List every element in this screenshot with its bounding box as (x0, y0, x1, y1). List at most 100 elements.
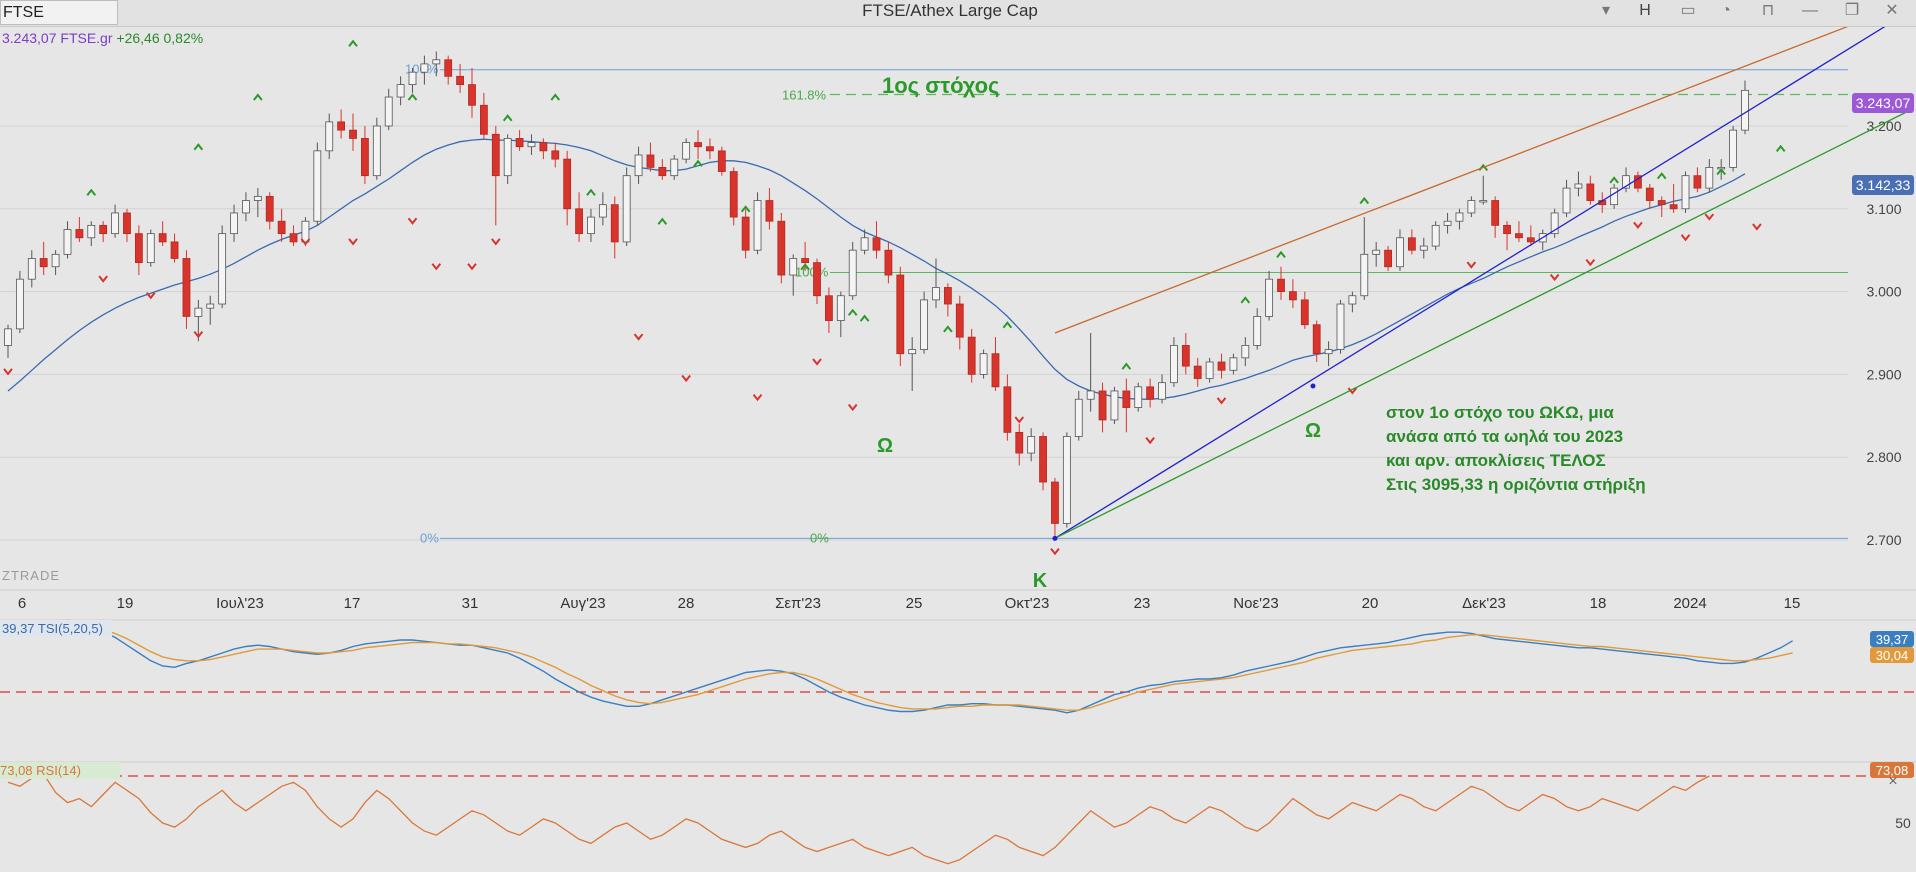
candle (1134, 382, 1143, 412)
x-tick-label: 15 (1784, 595, 1801, 612)
candle-body (1384, 249, 1392, 268)
candle-body (610, 204, 619, 243)
candle (63, 221, 72, 259)
candle-body (1515, 233, 1523, 239)
candle (1407, 229, 1416, 255)
candle-body (253, 195, 262, 201)
candle (729, 167, 738, 226)
candle-body (51, 253, 60, 268)
candle (337, 109, 346, 139)
candle-body (1217, 361, 1226, 371)
candle (408, 68, 417, 93)
candle (1645, 183, 1654, 209)
candle (1110, 386, 1119, 425)
candle (658, 159, 667, 180)
y-tick-label: 3.100 (1866, 201, 1901, 217)
candle (753, 192, 762, 255)
x-tick-label: 19 (117, 595, 134, 612)
candle (1348, 291, 1357, 313)
candle-body (634, 154, 643, 177)
candle-body (111, 212, 119, 235)
candle-body (563, 158, 572, 210)
candle-body (1074, 398, 1083, 437)
candle-body (1312, 324, 1321, 355)
fib-161-label: 161.8% (782, 88, 827, 103)
rsi-label: 73,08 RSI(14) (0, 763, 81, 778)
candle-body (242, 200, 250, 214)
candle (1705, 159, 1714, 193)
candle-body (1027, 436, 1036, 454)
candle-body (1324, 349, 1333, 355)
x-tick-label: 18 (1590, 595, 1607, 612)
signal-up-arrow (1656, 172, 1667, 180)
x-tick-label: 23 (1134, 595, 1151, 612)
note-line: Στις 3095,33 η οριζόντια στήριξη (1386, 475, 1646, 494)
signal-down-arrow (1549, 273, 1560, 282)
signal-up-arrow (1240, 296, 1251, 304)
candle (99, 221, 108, 242)
note-line: και αρν. αποκλίσεις ΤΕΛΟΣ (1386, 451, 1606, 470)
candle-body (1253, 316, 1262, 346)
x-tick-label: 31 (462, 595, 479, 612)
chevron-down-icon[interactable]: ▾ (1601, 2, 1611, 19)
close-icon[interactable]: ✕ (1885, 2, 1899, 19)
candle-body (920, 299, 928, 350)
candle (955, 295, 964, 350)
x-tick-label: Ιουλ'23 (216, 595, 264, 612)
candle (765, 188, 774, 230)
candle (575, 192, 583, 242)
candle (75, 217, 84, 242)
candle (1003, 374, 1012, 441)
candle (1098, 382, 1107, 433)
lock-icon[interactable]: ⊓ (1761, 2, 1775, 19)
candle-body (943, 287, 952, 305)
symbol-input[interactable]: FTSE (0, 0, 118, 25)
candle (1312, 320, 1321, 362)
candle (1491, 196, 1500, 238)
candle (218, 225, 227, 309)
candle-body (836, 295, 845, 321)
candle-body (1265, 278, 1274, 317)
candle (1526, 225, 1535, 247)
candle (396, 76, 405, 106)
candle-body (170, 241, 179, 259)
candle (456, 63, 464, 93)
candle-body (1574, 183, 1583, 189)
candle (1634, 171, 1642, 193)
restore-icon[interactable]: ❐ (1844, 2, 1860, 19)
note-line: ανάσα από τα ωηλά του 2023 (1386, 427, 1623, 446)
signal-up-arrow (1121, 362, 1132, 370)
candle (908, 337, 917, 391)
candle (51, 250, 60, 276)
candle-body (123, 212, 131, 235)
h-button[interactable]: H (1639, 2, 1651, 19)
candle-body (206, 303, 215, 309)
candle (943, 283, 952, 317)
candle-body (729, 171, 738, 218)
signal-down-arrow (145, 292, 156, 300)
signal-up-arrow (253, 93, 263, 101)
tsi-signal-label: 30,04 (1876, 648, 1909, 663)
candle-body (1550, 212, 1559, 235)
window-icon[interactable]: ▭ (1680, 2, 1696, 19)
signal-down-arrow (847, 403, 858, 412)
candle (515, 130, 524, 151)
candle-body (1336, 303, 1345, 350)
candle (230, 204, 238, 242)
signal-up-arrow (193, 143, 204, 151)
candle-body (146, 233, 155, 264)
trend-anchor-point (1310, 383, 1316, 389)
candle-body (1443, 220, 1452, 226)
signal-down-arrow (752, 393, 763, 402)
candle (182, 250, 191, 329)
rsi-value-label: 73,08 (1876, 763, 1909, 778)
candle-body (75, 229, 84, 239)
candle-body (1086, 390, 1095, 400)
minimize-icon[interactable]: — (1802, 2, 1818, 19)
candle-body (884, 249, 893, 276)
signal-down-arrow (348, 238, 358, 246)
comment-icon[interactable]: ◔ (1721, 2, 1731, 19)
candle-body (396, 84, 405, 98)
candle (134, 225, 143, 276)
